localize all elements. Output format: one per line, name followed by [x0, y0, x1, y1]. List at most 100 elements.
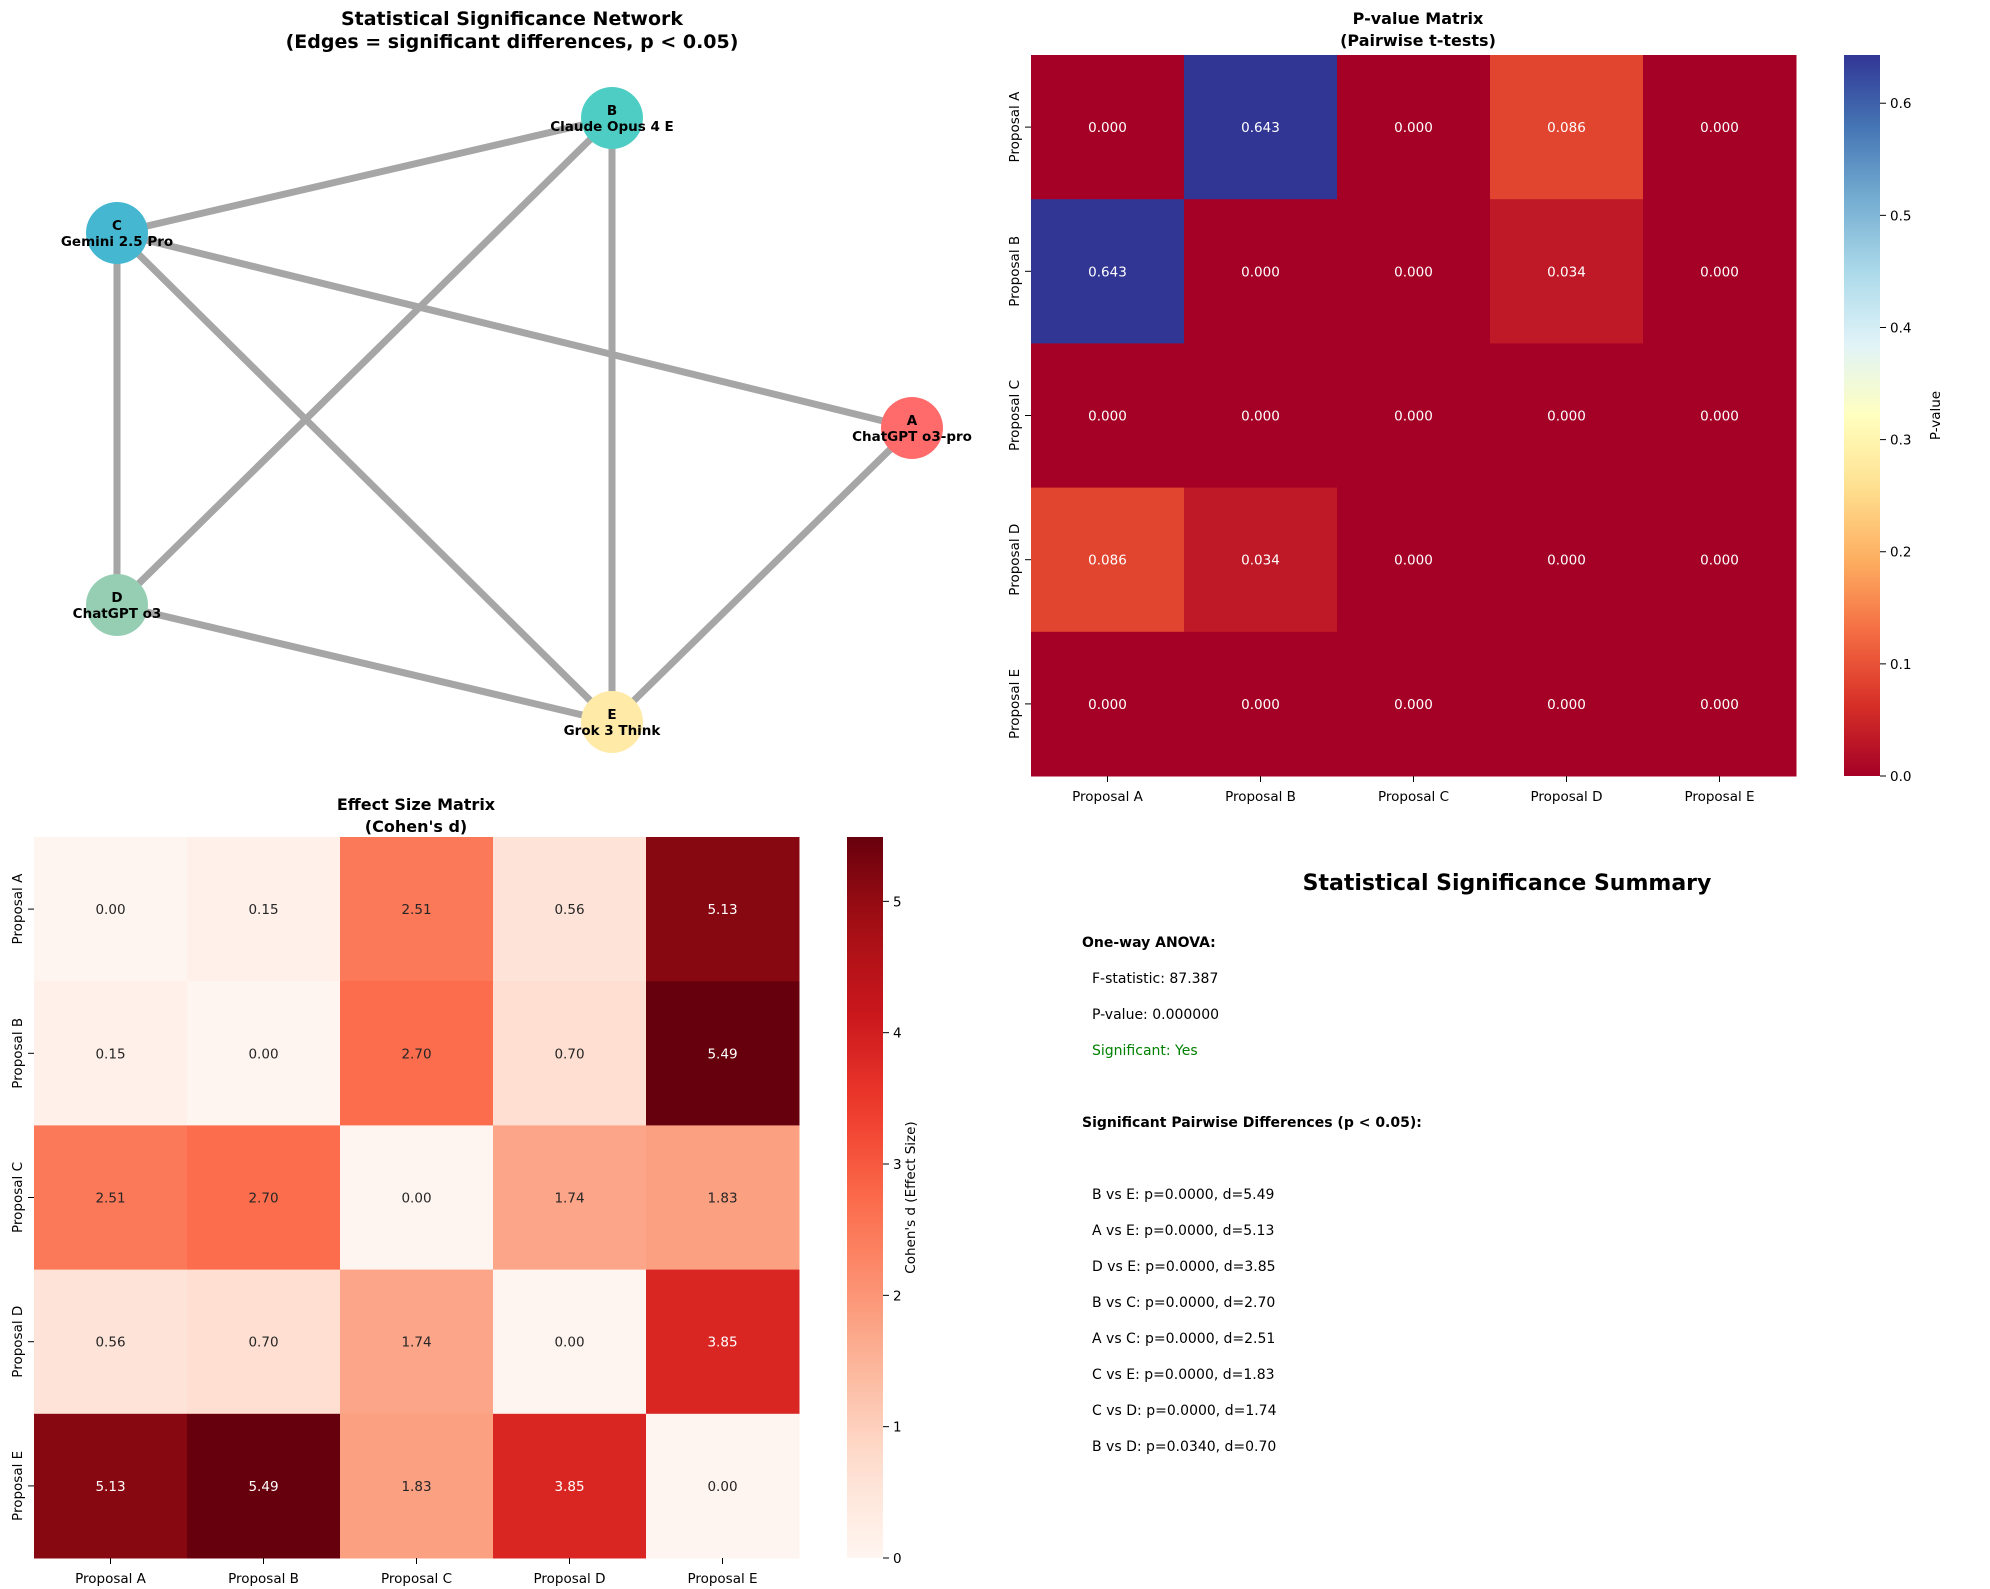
effect-cell-label: 0.00: [554, 1335, 584, 1351]
pairs-list: B vs E: p=0.0000, d=5.49 A vs E: p=0.0000…: [1092, 1187, 1277, 1455]
pvalue-ytick-label: Proposal C: [1007, 380, 1023, 451]
effect-cell: [340, 1125, 494, 1271]
effect-cell-label: 0.00: [248, 1046, 278, 1062]
effect-ytick-label: Proposal C: [10, 1162, 26, 1233]
effect-cell: [646, 1413, 800, 1559]
summary-panel: Statistical Significance Summary One-way…: [1082, 871, 1711, 1455]
pvalue-cell: [1184, 343, 1338, 489]
pvalue-cell: [1031, 487, 1185, 633]
anova-heading: One-way ANOVA:: [1082, 935, 1216, 951]
pvalue-cell-label: 0.034: [1241, 553, 1280, 569]
effect-cell-label: 3.85: [554, 1479, 584, 1495]
effect-cell: [187, 1269, 341, 1415]
node-C-label: Gemini 2.5 Pro: [61, 234, 173, 250]
pvalue-cell: [1337, 55, 1491, 200]
effect-cell-label: 1.74: [401, 1335, 431, 1351]
pvalue-cell-label: 0.034: [1547, 264, 1586, 280]
node-A: [881, 397, 943, 459]
effect-cell-label: 0.15: [95, 1046, 125, 1062]
pair-item: C vs D: p=0.0000, d=1.74: [1092, 1403, 1277, 1419]
effect-axes: Proposal A Proposal A Proposal B Proposal B…: [10, 873, 758, 1587]
node-A-label: ChatGPT o3-pro: [852, 429, 972, 445]
pvalue-cell: [1184, 487, 1338, 633]
pvalue-cell: [1490, 343, 1644, 489]
pvalue-cell-label: 0.000: [1088, 120, 1127, 136]
effect-cell-label: 2.51: [401, 902, 431, 918]
edge-C-E: [114, 230, 615, 725]
pvalue-title: P-value Matrix: [1353, 9, 1484, 28]
pvalue-cell-label: 0.000: [1394, 553, 1433, 569]
pvalue-cell-label: 0.000: [1700, 120, 1739, 136]
effect-cell: [646, 1269, 800, 1415]
effect-cell: [34, 1125, 188, 1271]
pvalue-cell: [1184, 199, 1338, 344]
effect-cell-label: 0.70: [248, 1335, 278, 1351]
pair-item: B vs D: p=0.0340, d=0.70: [1092, 1439, 1276, 1455]
anova-significant: Significant: Yes: [1092, 1043, 1198, 1059]
pvalue-cell: [1337, 343, 1491, 489]
effect-ytick-label: Proposal A: [10, 873, 26, 945]
pvalue-cell-label: 0.000: [1547, 697, 1586, 713]
pvalue-cell: [1031, 199, 1185, 344]
pvalue-cell: [1490, 631, 1644, 777]
effect-xtick-label: Proposal B: [228, 1571, 299, 1587]
pvalue-xtick-label: Proposal E: [1684, 789, 1754, 805]
edge-A-C: [116, 229, 913, 432]
effect-cell: [340, 1269, 494, 1415]
effect-cell: [493, 1125, 647, 1271]
pvalue-cell-label: 0.643: [1241, 120, 1280, 136]
pvalue-cell-label: 0.086: [1088, 553, 1127, 569]
pvalue-axes: Proposal A Proposal A Proposal B Proposal B…: [1007, 91, 1755, 805]
effect-title: Effect Size Matrix: [337, 795, 496, 814]
node-E-label: Grok 3 Think: [564, 723, 662, 739]
pvalue-cell: [1643, 487, 1797, 633]
effect-cell-label: 2.70: [401, 1046, 431, 1062]
node-A-id: A: [907, 413, 918, 429]
pvalue-cell: [1490, 55, 1644, 200]
pvalue-xtick-label: Proposal B: [1225, 789, 1296, 805]
effect-colorbar: 0 1 2 3 4 5 Cohen's d (Effect Size): [847, 837, 919, 1567]
effect-cell: [187, 1125, 341, 1271]
effect-cell-label: 1.83: [401, 1479, 431, 1495]
pvalue-cell-label: 0.000: [1547, 553, 1586, 569]
pair-item: C vs E: p=0.0000, d=1.83: [1092, 1367, 1275, 1383]
pvalue-cell-label: 0.000: [1394, 697, 1433, 713]
node-B: [581, 87, 643, 149]
pvalue-cell: [1031, 55, 1185, 200]
effect-cells: 0.00 0.15 2.51 0.56 5.13 0.15 0.00 2.70 0.70 5.49…: [34, 837, 800, 1559]
edge-D-E: [116, 601, 613, 726]
node-E: [581, 691, 643, 753]
pair-item: D vs E: p=0.0000, d=3.85: [1092, 1259, 1276, 1275]
pair-item: A vs C: p=0.0000, d=2.51: [1092, 1331, 1275, 1347]
network-subtitle: (Edges = significant differences, p < 0.…: [286, 31, 739, 53]
pvalue-cell: [1031, 343, 1185, 489]
effect-cell: [340, 837, 494, 982]
pvalue-cell: [1643, 343, 1797, 489]
effect-cell-label: 5.13: [707, 902, 737, 918]
effect-cell-label: 1.83: [707, 1191, 737, 1207]
pair-item: B vs E: p=0.0000, d=5.49: [1092, 1187, 1274, 1203]
pvalue-cell: [1490, 487, 1644, 633]
effect-cell: [493, 837, 647, 982]
pvalue-xtick-label: Proposal C: [1378, 789, 1449, 805]
pair-item: A vs E: p=0.0000, d=5.13: [1092, 1223, 1274, 1239]
pvalue-heatmap-panel: P-value Matrix (Pairwise t-tests) 0.000 0…: [1007, 9, 1944, 805]
pvalue-colorbar-tick-label: 0.0: [1890, 769, 1911, 785]
node-D-id: D: [111, 590, 122, 606]
pvalue-cell-label: 0.000: [1394, 409, 1433, 425]
pvalue-ytick-label: Proposal A: [1007, 91, 1023, 163]
pvalue-xtick-label: Proposal A: [1072, 789, 1144, 805]
effect-colorbar-tick-label: 4: [893, 1026, 902, 1042]
effect-cell: [187, 837, 341, 982]
pvalue-colorbar-tick-label: 0.1: [1890, 657, 1911, 673]
effect-xtick-label: Proposal E: [687, 1571, 757, 1587]
edge-A-E: [609, 425, 915, 725]
effect-cell: [34, 1413, 188, 1559]
effect-cell: [493, 1413, 647, 1559]
pvalue-colorbar-tick-label: 0.4: [1890, 320, 1911, 336]
effect-xtick-label: Proposal C: [381, 1571, 452, 1587]
effect-colorbar-tick-label: 3: [893, 1157, 902, 1173]
pvalue-ytick-label: Proposal E: [1007, 669, 1023, 739]
pvalue-cell-label: 0.086: [1547, 120, 1586, 136]
